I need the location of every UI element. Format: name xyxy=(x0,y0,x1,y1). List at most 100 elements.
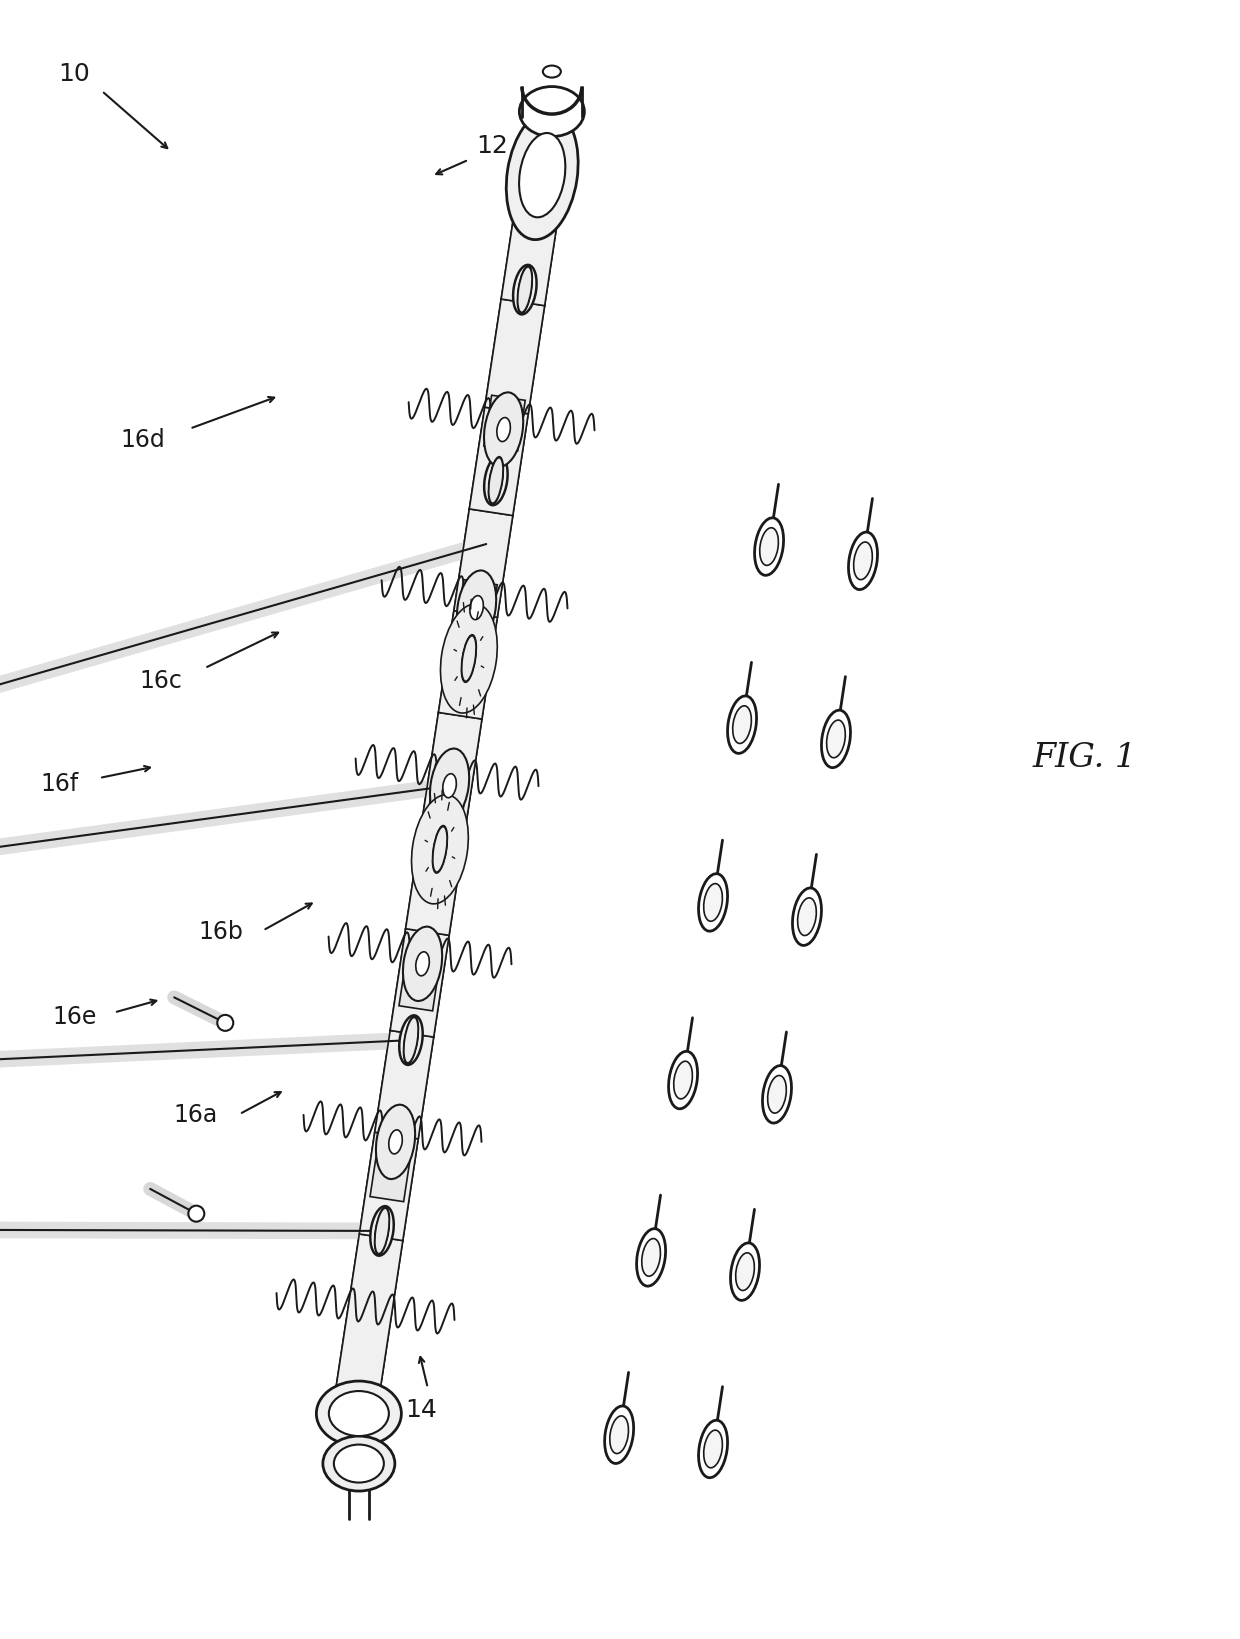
Ellipse shape xyxy=(489,459,502,503)
Ellipse shape xyxy=(458,634,481,683)
Ellipse shape xyxy=(704,1431,723,1469)
Polygon shape xyxy=(454,510,513,618)
Polygon shape xyxy=(374,1031,434,1139)
Ellipse shape xyxy=(520,134,565,218)
Ellipse shape xyxy=(440,605,497,713)
Ellipse shape xyxy=(463,638,476,680)
Ellipse shape xyxy=(517,267,532,313)
Polygon shape xyxy=(456,580,497,636)
Ellipse shape xyxy=(433,828,448,872)
Ellipse shape xyxy=(461,636,476,683)
Polygon shape xyxy=(334,1234,403,1413)
Ellipse shape xyxy=(376,1105,415,1180)
Ellipse shape xyxy=(403,928,443,1001)
Ellipse shape xyxy=(316,1382,402,1446)
Ellipse shape xyxy=(489,457,503,505)
Ellipse shape xyxy=(642,1239,661,1277)
Text: 16d: 16d xyxy=(120,428,165,451)
Ellipse shape xyxy=(506,111,578,241)
Ellipse shape xyxy=(733,706,751,744)
Ellipse shape xyxy=(853,543,872,580)
Ellipse shape xyxy=(443,774,456,798)
Polygon shape xyxy=(405,828,465,936)
Ellipse shape xyxy=(518,269,532,311)
Ellipse shape xyxy=(389,1131,402,1154)
Ellipse shape xyxy=(698,874,728,931)
Text: 10: 10 xyxy=(58,62,91,85)
Ellipse shape xyxy=(461,636,476,682)
Ellipse shape xyxy=(430,749,469,823)
Polygon shape xyxy=(370,1139,413,1201)
Ellipse shape xyxy=(404,1019,418,1062)
Ellipse shape xyxy=(458,570,496,646)
Ellipse shape xyxy=(322,1436,394,1491)
Ellipse shape xyxy=(399,1016,423,1065)
Ellipse shape xyxy=(428,824,451,875)
Text: 16c: 16c xyxy=(140,669,182,692)
Text: 16f: 16f xyxy=(41,772,78,795)
Polygon shape xyxy=(360,1133,418,1241)
Polygon shape xyxy=(485,300,544,415)
Polygon shape xyxy=(422,713,482,834)
Text: 16a: 16a xyxy=(174,1103,218,1126)
Polygon shape xyxy=(374,1031,434,1139)
Polygon shape xyxy=(501,134,569,306)
Ellipse shape xyxy=(484,393,523,467)
Ellipse shape xyxy=(792,888,821,946)
Ellipse shape xyxy=(217,1015,233,1031)
Ellipse shape xyxy=(433,826,448,874)
Polygon shape xyxy=(439,611,497,720)
Ellipse shape xyxy=(768,1075,786,1113)
Polygon shape xyxy=(484,397,526,452)
Ellipse shape xyxy=(412,795,469,905)
Polygon shape xyxy=(334,1234,403,1413)
Ellipse shape xyxy=(188,1206,205,1223)
Ellipse shape xyxy=(376,1210,389,1252)
Ellipse shape xyxy=(610,1416,629,1454)
Ellipse shape xyxy=(374,1208,389,1255)
Ellipse shape xyxy=(821,711,851,769)
Ellipse shape xyxy=(605,1406,634,1464)
Ellipse shape xyxy=(703,883,723,921)
Polygon shape xyxy=(501,134,569,306)
Ellipse shape xyxy=(517,267,532,315)
Ellipse shape xyxy=(755,518,784,575)
Ellipse shape xyxy=(497,418,511,443)
Ellipse shape xyxy=(797,898,816,936)
Ellipse shape xyxy=(728,697,756,754)
Ellipse shape xyxy=(730,1242,760,1301)
Ellipse shape xyxy=(403,1016,418,1064)
Polygon shape xyxy=(485,300,544,415)
Ellipse shape xyxy=(513,266,537,315)
Ellipse shape xyxy=(329,1392,389,1436)
Ellipse shape xyxy=(433,828,446,872)
Polygon shape xyxy=(422,713,482,834)
Ellipse shape xyxy=(760,528,779,565)
Text: 16b: 16b xyxy=(198,919,243,942)
Ellipse shape xyxy=(848,533,878,590)
Text: FIG. 1: FIG. 1 xyxy=(1033,741,1137,774)
Ellipse shape xyxy=(415,952,429,977)
Polygon shape xyxy=(469,408,528,516)
Ellipse shape xyxy=(371,1206,394,1255)
Text: 16e: 16e xyxy=(52,1005,97,1028)
Ellipse shape xyxy=(673,1062,692,1100)
Ellipse shape xyxy=(374,1208,389,1254)
Polygon shape xyxy=(399,956,440,1011)
Ellipse shape xyxy=(470,597,484,620)
Ellipse shape xyxy=(735,1254,754,1290)
Text: 12: 12 xyxy=(476,134,508,157)
Polygon shape xyxy=(360,1133,418,1241)
Ellipse shape xyxy=(489,459,503,503)
Polygon shape xyxy=(405,828,465,936)
Ellipse shape xyxy=(334,1444,384,1483)
Ellipse shape xyxy=(484,456,507,506)
Polygon shape xyxy=(391,929,449,1037)
Ellipse shape xyxy=(636,1229,666,1287)
Ellipse shape xyxy=(827,721,846,759)
Text: 14: 14 xyxy=(405,1398,438,1421)
Polygon shape xyxy=(439,611,497,720)
Ellipse shape xyxy=(698,1421,728,1478)
Ellipse shape xyxy=(763,1065,791,1123)
Ellipse shape xyxy=(404,1018,418,1064)
